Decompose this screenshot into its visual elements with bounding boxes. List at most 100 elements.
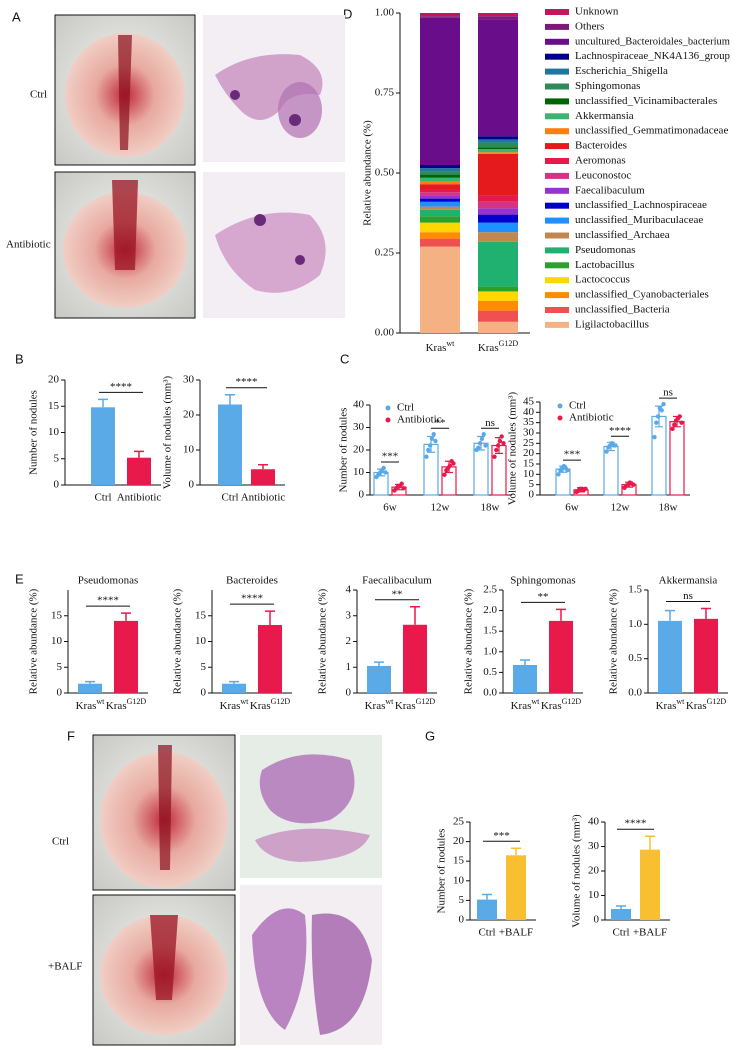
legend-swatch — [545, 38, 569, 45]
error-bar — [520, 659, 530, 665]
panel-label: A — [12, 9, 21, 24]
panel-label: B — [15, 351, 24, 366]
chart: 0 5 10 15 Relative abundance (%) Bacteroides K… — [172, 575, 292, 712]
bar — [127, 457, 151, 485]
data-point — [565, 468, 570, 473]
y-tick-label: 1.0 — [628, 618, 642, 630]
legend-swatch — [545, 113, 569, 120]
legend-label: Antibiotic — [397, 414, 442, 426]
bar-segment — [420, 232, 460, 239]
category-superscript: G12D — [271, 697, 291, 706]
y-tick-label: 0 — [459, 914, 465, 926]
y-tick-label: 45 — [523, 396, 535, 408]
y-tick-label: 30 — [588, 840, 600, 852]
panel-label: D — [343, 6, 352, 21]
x-tick-label: 18w — [659, 502, 678, 514]
bar — [651, 415, 667, 496]
data-point — [433, 438, 438, 444]
data-point — [604, 449, 609, 454]
bar-segment — [478, 286, 518, 292]
y-tick-label: 15 — [195, 609, 207, 621]
bar-segment — [478, 142, 518, 148]
image-label: Ctrl — [30, 89, 47, 101]
legend-label: Akkermansia — [575, 110, 634, 122]
y-tick-label: 0 — [57, 687, 63, 699]
data-point — [447, 463, 453, 468]
category-text: Kras — [365, 700, 386, 712]
y-tick-label: 0.50 — [375, 167, 395, 179]
y-tick-label: 0.0 — [628, 687, 642, 699]
y-tick-label: 10 — [51, 635, 63, 647]
histology-image — [240, 735, 382, 878]
y-tick-label: 40 — [523, 406, 535, 418]
y-tick-label: 35 — [523, 416, 535, 428]
legend-label: Ligilactobacillus — [575, 318, 649, 330]
bar — [549, 620, 573, 693]
bar-segment — [420, 189, 460, 193]
category-text: Kras — [395, 700, 416, 712]
legend-label: Lactobacillus — [575, 259, 634, 271]
bar — [611, 908, 631, 920]
y-tick-label: 3 — [346, 609, 352, 621]
y-axis-label: Relative abundance (%) — [463, 588, 475, 694]
bar-segment — [420, 181, 460, 185]
y-tick-label: 0.5 — [483, 666, 497, 678]
bar-segment — [420, 222, 460, 233]
legend-swatch — [545, 187, 569, 194]
legend-label: unclassified_Cyanobacteriales — [575, 289, 709, 301]
data-point — [442, 472, 447, 477]
chart: 0.0 0.5 1.0 1.5 2.0 2.5 Relative abundance (%)… — [463, 575, 583, 712]
chart-title: Akkermansia — [659, 575, 718, 587]
chart: 0 5 10 15 20 25 Number of nodules Ctrl +BALF *** — [436, 816, 536, 939]
data-point — [672, 422, 677, 427]
bar-segment — [420, 17, 460, 165]
data-point — [631, 482, 636, 487]
y-tick-label: 20 — [353, 444, 365, 456]
legend-label: unclassified_Bacteria — [575, 304, 670, 316]
legend-label: unclassified_Vicinamibacterales — [575, 95, 717, 107]
x-tick-label: 6w — [565, 502, 579, 514]
legend-swatch — [545, 68, 569, 75]
data-point — [652, 434, 657, 440]
x-tick-label: Kraswt — [426, 339, 456, 354]
x-tick-label: KrasG12D — [541, 697, 582, 712]
significance-label: ns — [663, 387, 673, 399]
category-superscript: wt — [240, 697, 249, 706]
bar-segment — [420, 206, 460, 210]
y-tick-label: 5 — [529, 478, 535, 490]
x-tick-label: Kraswt — [656, 697, 686, 712]
category-superscript: wt — [385, 697, 394, 706]
bar — [114, 620, 138, 693]
y-tick-label: 0 — [346, 687, 352, 699]
data-point — [426, 447, 431, 453]
error-bar — [121, 612, 131, 621]
legend-swatch — [545, 23, 569, 30]
legend-label: Unknown — [575, 6, 619, 18]
bar-segment — [420, 171, 460, 175]
x-tick-label: Kraswt — [511, 697, 541, 712]
bar-segment — [420, 174, 460, 178]
y-tick-label: 40 — [588, 816, 600, 828]
bar — [506, 855, 526, 920]
legend-swatch — [545, 9, 569, 15]
y-axis-label: Relative abundance (%) — [172, 588, 184, 694]
bar-segment — [478, 136, 518, 140]
chart: 0 5 10 15 20 Number of nodules Ctrl Antibiotic *… — [28, 374, 162, 504]
y-axis-label: Relative abundance (%) — [317, 588, 329, 694]
x-tick-label: KrasG12D — [106, 697, 147, 712]
y-tick-label: 4 — [346, 584, 352, 596]
x-tick-label: 12w — [431, 502, 450, 514]
data-point — [501, 441, 506, 446]
bar-segment — [478, 153, 518, 196]
y-tick-label: 0 — [594, 914, 600, 926]
bar — [669, 421, 685, 496]
y-tick-label: 15 — [523, 458, 535, 470]
y-tick-label: 2.0 — [483, 604, 497, 616]
x-tick-label: 6w — [383, 502, 397, 514]
image-label: +BALF — [48, 961, 82, 973]
bar — [251, 469, 275, 485]
bar-segment — [420, 216, 460, 223]
data-point — [476, 445, 481, 450]
